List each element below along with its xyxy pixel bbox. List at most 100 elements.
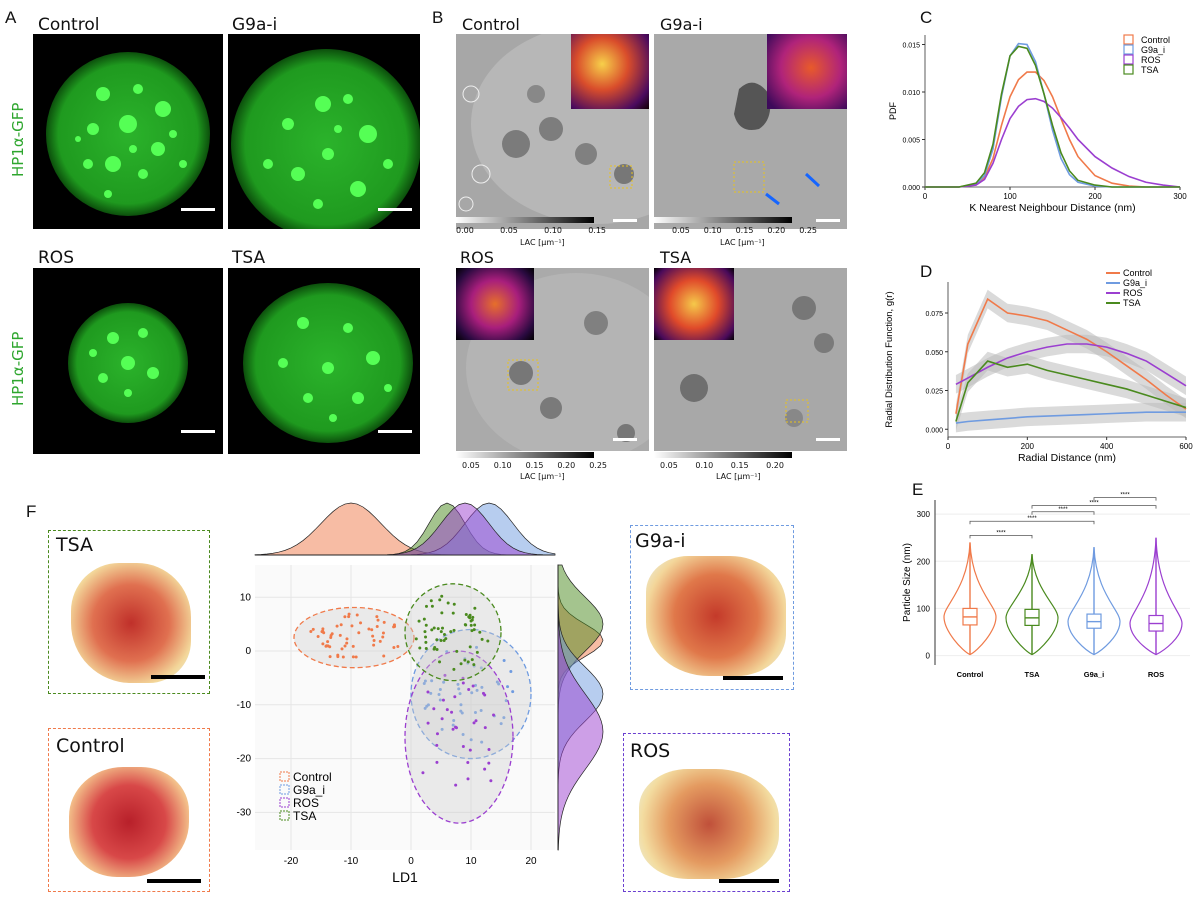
panel-label-a: A <box>5 8 17 27</box>
heatmap-box-ros <box>623 733 790 892</box>
chart-d: 0 200 400 600 0.000 0.025 0.050 0.075 Radial Dis… <box>884 268 1193 464</box>
data-point <box>497 682 501 686</box>
colorbar <box>654 217 792 223</box>
micro-ros <box>33 268 223 454</box>
roi-box <box>507 359 539 391</box>
violin-ros <box>1129 537 1183 656</box>
data-point <box>440 594 444 598</box>
data-point <box>341 655 345 659</box>
data-point <box>471 684 475 688</box>
data-point <box>470 691 474 695</box>
series-line-tsa <box>955 360 1187 422</box>
y-tick-label: 0.000 <box>925 427 943 434</box>
data-point <box>466 660 470 664</box>
significance-bracket <box>969 520 1095 525</box>
confidence-band <box>955 402 1186 433</box>
data-point <box>469 623 473 627</box>
data-point <box>426 690 430 694</box>
x-tick-label: -20 <box>284 856 299 867</box>
data-point <box>375 615 379 619</box>
data-point <box>445 708 449 712</box>
series-line-g9a_i <box>955 411 1186 424</box>
data-point <box>354 655 358 659</box>
tomo-control <box>456 34 649 229</box>
y-tick-label: -20 <box>237 754 252 765</box>
data-point <box>328 645 332 649</box>
data-point <box>440 727 444 731</box>
colorbar-ticks: 0.05 0.10 0.15 0.20 0.25 <box>672 226 817 235</box>
legend-swatch <box>1123 64 1134 75</box>
scale-bar <box>816 219 840 222</box>
data-point <box>414 637 418 641</box>
label-ros: ROS <box>38 248 74 268</box>
data-point <box>475 650 479 654</box>
data-point <box>470 629 474 633</box>
plot-background <box>935 500 1190 665</box>
data-point <box>357 631 361 635</box>
y-axis-label: PDF <box>888 101 898 120</box>
nucleus-image <box>243 283 413 443</box>
series-line-control <box>955 297 1187 414</box>
heatmap-box-g9a <box>630 525 794 690</box>
scale-bar <box>613 438 637 441</box>
data-point <box>311 627 315 631</box>
significance-bracket <box>1031 511 1095 515</box>
data-point <box>454 783 458 787</box>
confidence-ellipse-tsa <box>404 583 502 682</box>
y-axis-label: Particle Size (nm) <box>902 543 913 622</box>
x-tick-label: Control <box>957 670 984 679</box>
data-point <box>480 740 484 744</box>
colorbar-label: LAC [μm⁻¹] <box>520 472 565 481</box>
data-point <box>426 721 430 725</box>
data-point <box>425 704 429 708</box>
data-point <box>435 760 439 764</box>
x-axis-label: LD1 <box>392 869 418 885</box>
label-g9a: G9a-i <box>660 15 703 34</box>
data-point <box>435 647 439 651</box>
heatmap-blob <box>69 767 189 877</box>
inset-heatmap <box>571 34 649 109</box>
data-point <box>466 777 470 781</box>
data-point <box>487 761 491 765</box>
data-point <box>475 688 479 692</box>
data-point <box>424 623 428 627</box>
inset-heatmap <box>767 34 847 109</box>
significance-label: **** <box>1089 501 1099 507</box>
roi-box <box>609 165 633 189</box>
data-point <box>372 638 376 642</box>
data-point <box>381 631 385 635</box>
y-tick-label: 100 <box>917 604 931 613</box>
data-point <box>335 624 339 628</box>
scale-bar <box>151 675 205 679</box>
data-point <box>328 655 332 659</box>
data-point <box>452 628 456 632</box>
data-point <box>423 679 427 683</box>
label-tsa: TSA <box>232 248 266 268</box>
data-point <box>452 718 456 722</box>
y-tick-label: 0 <box>926 652 931 661</box>
data-point <box>392 646 396 650</box>
data-point <box>472 663 476 667</box>
data-point <box>467 688 471 692</box>
x-tick-label: 20 <box>525 856 537 867</box>
data-point <box>455 649 459 653</box>
arrow <box>765 192 780 206</box>
data-point <box>322 631 326 635</box>
x-tick-label: 200 <box>1021 442 1035 451</box>
significance-label: **** <box>1058 507 1068 513</box>
data-point <box>381 635 385 639</box>
inset-heatmap <box>654 268 734 340</box>
data-point <box>469 738 473 742</box>
data-point <box>444 637 448 641</box>
x-tick-label: TSA <box>1025 670 1041 679</box>
data-point <box>424 635 428 639</box>
data-point <box>499 722 503 726</box>
data-point <box>371 634 375 638</box>
data-point <box>347 615 351 619</box>
data-point <box>440 717 444 721</box>
data-point <box>367 627 371 631</box>
legend-label: ROS <box>1141 55 1161 65</box>
y-tick-label: 200 <box>917 557 931 566</box>
label-ros: ROS <box>460 248 494 267</box>
data-point <box>438 660 442 664</box>
